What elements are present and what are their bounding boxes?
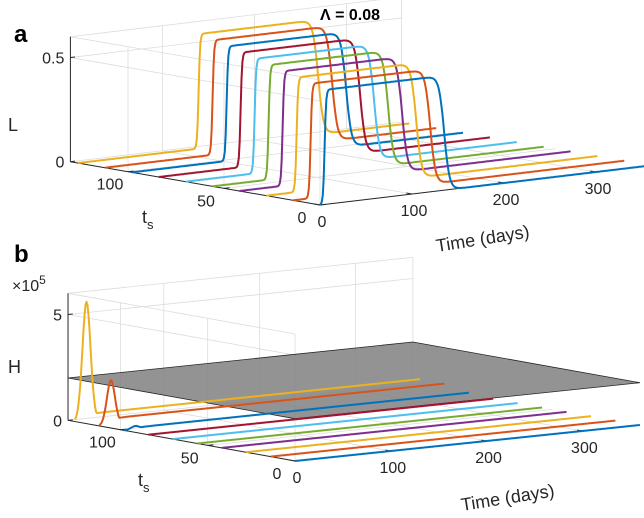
- panel-a-z-axis-label: L: [8, 115, 18, 135]
- series-line: [270, 419, 616, 458]
- series-line: [212, 51, 544, 188]
- y-tick-mark: [207, 444, 214, 446]
- series-line: [77, 20, 410, 164]
- grid-line-z-back: [70, 121, 402, 163]
- panel-b-z-scale-base: ×10: [12, 278, 39, 295]
- panel-b-z-scale-exponent: 5: [39, 273, 46, 287]
- y-axis-line: [67, 419, 296, 462]
- z-tick-label: 5: [53, 307, 62, 324]
- series-line: [148, 397, 494, 436]
- grid-line-x-floor: [346, 128, 597, 173]
- panel-a-x-axis-label: Time (days): [434, 221, 530, 256]
- box-edge-top-back: [67, 256, 413, 294]
- series-line: [221, 410, 567, 449]
- series-line: [123, 391, 469, 432]
- series-line: [319, 76, 644, 206]
- x-tick-mark: [406, 192, 413, 195]
- z-tick-mark: [67, 313, 73, 315]
- series-line: [294, 424, 640, 462]
- series-line: [239, 58, 571, 192]
- z-tick-mark: [70, 160, 76, 163]
- panel-a-grid: [70, 0, 644, 206]
- grid-line-z-side: [67, 314, 296, 356]
- y-tick-label: 0: [273, 466, 282, 483]
- series-line: [292, 70, 625, 202]
- z-tick-label: 0: [55, 155, 64, 172]
- box-edge-top-side: [67, 292, 296, 335]
- series-line: [158, 39, 491, 178]
- z-tick-label: 0: [53, 413, 62, 430]
- z-tick-mark: [70, 56, 76, 59]
- panel-b-x-axis-label: Time (days): [459, 480, 555, 515]
- series-line: [246, 415, 592, 454]
- x-tick-label: 200: [475, 450, 502, 467]
- box-edge-top-back: [70, 0, 381, 38]
- panel-b-label: b: [14, 241, 29, 268]
- series-line: [131, 33, 464, 174]
- x-tick-label: 300: [585, 181, 612, 198]
- grid-line-y-floor: [207, 408, 553, 446]
- panel-b-y-axis-label-subscript: s: [143, 480, 150, 495]
- series-line: [74, 300, 420, 420]
- y-tick-label: 50: [181, 450, 199, 467]
- series-line: [172, 402, 518, 441]
- panel-a: a 0 100 200 300 0 50 100 0 0.5 L ts Time (days): [8, 0, 644, 256]
- y-tick-mark: [223, 187, 230, 189]
- threshold-plane: [67, 341, 640, 420]
- y-tick-label: 100: [89, 435, 116, 452]
- grid-line-x-floor: [162, 150, 413, 195]
- x-tick-label: 100: [401, 203, 428, 220]
- panel-b-z-scale-label: ×105: [12, 273, 46, 295]
- series-line: [104, 27, 437, 169]
- panel-b-tick-labels: 0 100 200 300 0 50 100 0 5: [53, 307, 598, 487]
- x-tick-mark: [314, 203, 321, 206]
- y-tick-label: 0: [298, 210, 307, 227]
- z-tick-label: 0.5: [42, 51, 64, 68]
- y-tick-mark: [127, 170, 134, 173]
- x-tick-label: 0: [318, 214, 327, 231]
- x-tick-label: 300: [571, 440, 598, 457]
- panel-b-y-axis-label: ts: [138, 470, 150, 495]
- x-tick-label: 200: [493, 192, 520, 209]
- x-tick-label: 100: [379, 460, 406, 477]
- box-edge-top-side: [70, 36, 321, 81]
- panel-b-series: [74, 300, 640, 462]
- panel-b-z-axis-label: H: [8, 357, 21, 377]
- panel-b-threshold-plane-layer: [67, 341, 640, 420]
- x-tick-label: 0: [293, 470, 302, 487]
- series-line: [197, 406, 543, 445]
- figure-title: Λ = 0.08: [320, 7, 380, 24]
- z-tick-mark: [67, 419, 73, 421]
- y-tick-label: 100: [97, 177, 124, 194]
- panel-a-tick-labels: 0 100 200 300 0 50 100 0 0.5: [42, 51, 611, 231]
- series-line: [98, 379, 445, 426]
- panel-a-y-axis-label-main: t: [142, 207, 147, 227]
- panel-a-y-axis-label: ts: [142, 207, 154, 232]
- series-line: [185, 45, 517, 183]
- grid-line-z-back: [67, 278, 413, 315]
- x-tick-mark: [289, 459, 296, 462]
- panel-a-y-axis-label-subscript: s: [147, 217, 154, 232]
- series-line: [266, 64, 598, 197]
- grid-line-z-side: [70, 57, 321, 102]
- panel-b-y-axis-label-main: t: [138, 470, 143, 490]
- grid-line-x-floor: [163, 409, 391, 452]
- y-axis-line: [70, 161, 321, 206]
- panel-a-label: a: [14, 21, 28, 48]
- panel-a-series: [77, 20, 644, 206]
- y-tick-label: 50: [197, 193, 215, 210]
